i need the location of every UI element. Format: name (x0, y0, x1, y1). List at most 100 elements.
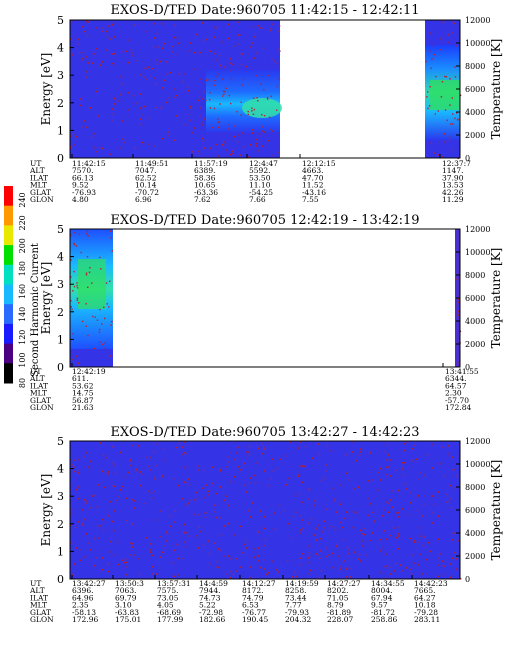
heatmap-speckle (308, 552, 311, 554)
heatmap-speckle (328, 525, 331, 527)
table-row-label: ILAT (30, 593, 48, 602)
heatmap-speckle (127, 39, 129, 41)
heatmap-speckle (193, 68, 195, 70)
y2-tick-label: 12000 (465, 16, 490, 25)
heatmap-speckle (452, 557, 454, 559)
heatmap-speckle (356, 511, 358, 514)
heatmap-speckle (238, 43, 240, 45)
heatmap-speckle (183, 532, 185, 534)
heatmap-speckle (136, 60, 139, 62)
heatmap-band (430, 80, 460, 110)
heatmap-speckle (226, 495, 228, 497)
heatmap-speckle (459, 94, 462, 97)
heatmap-speckle (197, 99, 199, 102)
heatmap-speckle (251, 42, 253, 44)
heatmap-speckle (97, 114, 99, 117)
heatmap-speckle (215, 76, 217, 78)
y-tick-label: 3 (57, 490, 64, 503)
heatmap-speckle (174, 575, 176, 577)
heatmap-speckle (247, 113, 249, 116)
heatmap-speckle (96, 150, 98, 153)
heatmap-speckle (308, 488, 310, 490)
heatmap-speckle (405, 488, 407, 490)
heatmap-speckle (339, 503, 342, 505)
heatmap-speckle (204, 512, 206, 514)
heatmap-speckle (276, 85, 278, 88)
table-cell: 67.94 (371, 593, 393, 602)
heatmap-speckle (154, 477, 156, 479)
heatmap-speckle (73, 470, 75, 473)
heatmap-speckle (223, 141, 225, 143)
heatmap-speckle (139, 74, 141, 76)
heatmap-speckle (125, 561, 128, 563)
heatmap-speckle (79, 104, 81, 106)
heatmap-speckle (70, 38, 72, 40)
heatmap-speckle (207, 490, 210, 492)
y-tick-label: 5 (57, 435, 64, 448)
table-cell: 9.52 (72, 181, 89, 190)
heatmap-speckle (87, 62, 90, 64)
heatmap-speckle (102, 529, 105, 531)
heatmap-speckle (185, 453, 187, 455)
heatmap-speckle (136, 468, 138, 470)
heatmap-speckle (380, 550, 382, 552)
heatmap-speckle (77, 38, 80, 41)
heatmap-speckle (79, 559, 81, 562)
heatmap-speckle (122, 138, 124, 140)
heatmap-speckle (401, 468, 403, 471)
heatmap-speckle (308, 561, 310, 564)
heatmap-speckle (148, 117, 150, 120)
heatmap-speckle (345, 576, 348, 578)
heatmap-speckle (263, 448, 265, 451)
heatmap-speckle (178, 42, 180, 45)
heatmap-speckle (73, 242, 75, 245)
heatmap-speckle (245, 547, 247, 549)
heatmap-speckle (114, 103, 116, 105)
colorbar-tick-label: 200 (18, 238, 27, 253)
heatmap-speckle (99, 341, 101, 343)
table-row-label: ALT (29, 374, 45, 383)
heatmap-speckle (196, 498, 199, 500)
heatmap-speckle (215, 143, 217, 146)
heatmap-speckle (371, 511, 373, 514)
heatmap-speckle (198, 465, 200, 467)
heatmap-speckle (257, 446, 259, 448)
y2-tick-label: 10000 (465, 248, 490, 257)
heatmap-speckle (85, 502, 87, 504)
heatmap-speckle (440, 96, 443, 98)
heatmap-speckle (237, 21, 239, 23)
heatmap-speckle (190, 499, 192, 501)
heatmap-speckle (137, 557, 139, 560)
heatmap-speckle (134, 147, 136, 149)
heatmap-speckle (114, 529, 116, 532)
heatmap-speckle (173, 139, 175, 141)
heatmap-speckle (87, 286, 89, 288)
table-cell: 172.96 (72, 615, 98, 624)
colorbar-tick-label: 180 (18, 261, 27, 276)
table-cell: 66.13 (72, 173, 94, 182)
heatmap-speckle (431, 522, 434, 524)
heatmap-speckle (268, 116, 271, 118)
heatmap-speckle (139, 123, 141, 126)
heatmap-speckle (75, 488, 78, 491)
heatmap-speckle (151, 566, 154, 568)
table-cell: 7575. (157, 586, 178, 595)
table-row-label: GLAT (30, 188, 51, 197)
heatmap-speckle (240, 53, 243, 55)
heatmap-speckle (429, 50, 431, 52)
heatmap-speckle (171, 45, 173, 48)
table-cell: 14.75 (72, 389, 94, 398)
heatmap-speckle (89, 506, 91, 509)
heatmap-speckle (411, 554, 413, 556)
heatmap-speckle (76, 469, 79, 472)
heatmap-speckle (383, 530, 385, 532)
heatmap-speckle (431, 45, 433, 47)
heatmap-speckle (273, 60, 275, 62)
heatmap-speckle (126, 574, 128, 576)
heatmap-speckle (278, 48, 280, 50)
heatmap-speckle (292, 515, 295, 517)
heatmap-speckle (113, 52, 115, 55)
heatmap-speckle (161, 138, 164, 140)
heatmap-speckle (73, 466, 75, 468)
